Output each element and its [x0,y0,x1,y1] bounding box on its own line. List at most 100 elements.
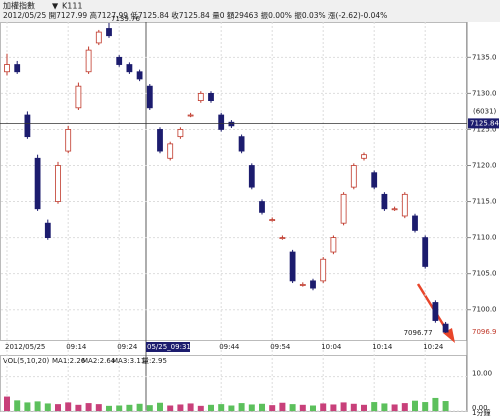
candle-body [248,165,255,188]
volume-bar [24,402,31,411]
candle-body [442,323,449,333]
volume-bar [248,404,255,411]
index-title: 加權指數 [3,1,35,11]
volume-bar [442,401,449,411]
candle-body [361,154,367,159]
y-tick-label: 7120.0 [472,161,497,169]
volume-title: VOL(5,10,20) [3,357,50,365]
quote-info: 2012/05/25 開7127.99 高7127.99 低7125.84 收7… [3,10,387,20]
y-tick-label: 7115.0 [472,198,497,206]
high-annotation: 7139.76 [111,15,140,23]
candle-body [187,114,194,117]
candle-body [289,251,296,282]
y-tick-label: 7125.0 [472,125,497,133]
y-tick-label: 7105.0 [472,270,497,278]
volume-bar [279,402,286,411]
volume-bar [238,403,245,411]
candle-body [157,129,163,152]
x-tick-label: 2012/05/25 [5,343,45,351]
candle-body [65,129,72,152]
candle-body [330,237,337,253]
candle-body [412,215,418,231]
candle-body [4,64,10,73]
volume-bar [85,403,92,411]
volume-bar [177,404,184,411]
volume-bar [391,404,398,411]
code: K111 [62,2,83,11]
period[interactable]: 1分鐘 [472,408,490,417]
last-price: 7096.9 [472,328,497,336]
y-tick-label: 0.00 [472,404,488,412]
volume-bar [371,402,378,411]
volume-bar [340,402,347,411]
cursor-value: 7125.84 [470,119,499,127]
volume-bar [14,400,21,411]
legend-entry: MA1:2.26 [52,357,86,365]
candle-body [34,157,41,210]
cursor-time: 05/25_09:31 [147,343,191,351]
volume-bar [310,405,316,411]
y-tick-label: 7135.0 [472,53,497,61]
candle-body [259,201,265,213]
x-tick-label: 10:24 [423,343,444,351]
x-tick-label: 10:14 [372,343,393,351]
volume-bar [197,405,204,411]
volume-bar [412,400,418,411]
legend-entry: MA3:3.11 [112,357,145,365]
volume-bar [75,404,82,411]
dropdown-arrow[interactable]: ▼ [52,2,59,11]
candle-body [391,208,398,211]
volume-bar [401,403,408,411]
candle-body [381,193,388,210]
x-tick-label: 10:04 [321,343,342,351]
volume-bar [4,396,10,411]
volume-bar [299,404,306,411]
candle-body [197,92,204,101]
candle-body [422,237,429,267]
volume-bar [126,404,133,411]
volume-bar [167,405,174,411]
candle-body [167,143,174,159]
legend-entry: 量:2.95 [142,357,167,365]
low-annotation: 7096.77 [404,329,433,337]
candle-body [106,28,112,37]
candle-body [75,85,82,109]
candle-body [116,56,123,65]
volume-bar [65,402,72,411]
candle-body [299,284,306,286]
candle-body [44,222,51,239]
volume-bar [187,403,194,411]
candle-body [136,71,143,80]
x-tick-label: 09:44 [219,343,240,351]
candle-body [208,92,214,101]
volume-bar [218,404,225,411]
candle-body [340,193,347,224]
legend-entry: MA2:2.64 [82,357,116,365]
x-tick-label: 09:24 [117,343,138,351]
volume-bar [320,403,327,411]
volume-bar [330,404,337,411]
x-tick-label: 09:54 [270,343,291,351]
volume-bar [350,403,357,411]
volume-bar [95,404,102,411]
header-bar [0,0,500,22]
candle-body [228,121,235,127]
candle-body [350,165,357,188]
candle-body [320,258,327,282]
volume-bar [361,404,367,411]
volume-bar [136,403,143,411]
x-tick-label: 09:14 [66,343,87,351]
candle-body [55,165,61,202]
volume-bar [116,405,123,411]
cursor-code: (6031) [473,107,497,115]
volume-bar [381,403,388,411]
volume-bar [106,405,112,411]
candle-body [146,85,153,109]
y-tick-label: 10.00 [472,370,492,378]
volume-bar [432,397,439,411]
candle-body [401,193,408,217]
candle-body [24,114,31,138]
candle-body [279,237,286,240]
